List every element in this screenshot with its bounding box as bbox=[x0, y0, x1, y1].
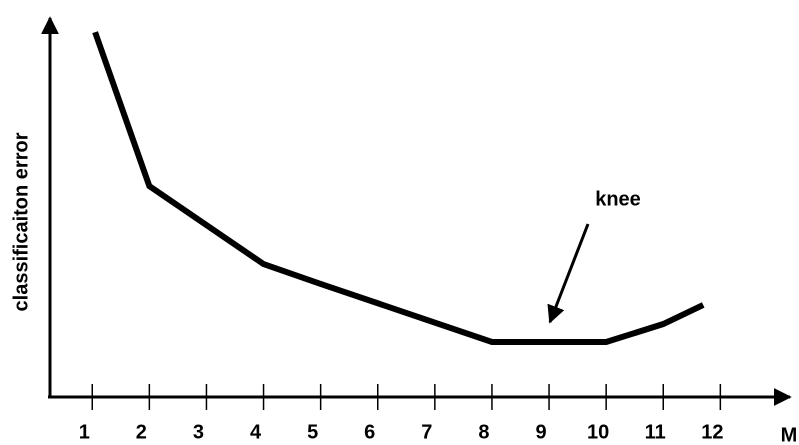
annotation-arrow bbox=[547, 223, 590, 324]
x-tick-label: 3 bbox=[193, 421, 204, 443]
x-tick-label: 8 bbox=[478, 421, 489, 443]
x-tick-label: 12 bbox=[701, 421, 723, 443]
x-tick-label: 1 bbox=[79, 421, 90, 443]
x-tick-label: 4 bbox=[250, 421, 262, 443]
x-axis-label: M bbox=[781, 424, 798, 445]
x-tick-label: 9 bbox=[535, 421, 546, 443]
y-axis-label: classificaiton error bbox=[10, 132, 32, 311]
x-tick-label: 10 bbox=[587, 421, 609, 443]
x-tick-label: 5 bbox=[307, 421, 318, 443]
x-tick-label: 6 bbox=[364, 421, 375, 443]
x-tick-label: 7 bbox=[421, 421, 432, 443]
x-tick-label: 2 bbox=[136, 421, 147, 443]
x-tick-label: 11 bbox=[645, 421, 666, 443]
annotation: knee bbox=[595, 188, 641, 210]
line bbox=[92, 31, 705, 345]
